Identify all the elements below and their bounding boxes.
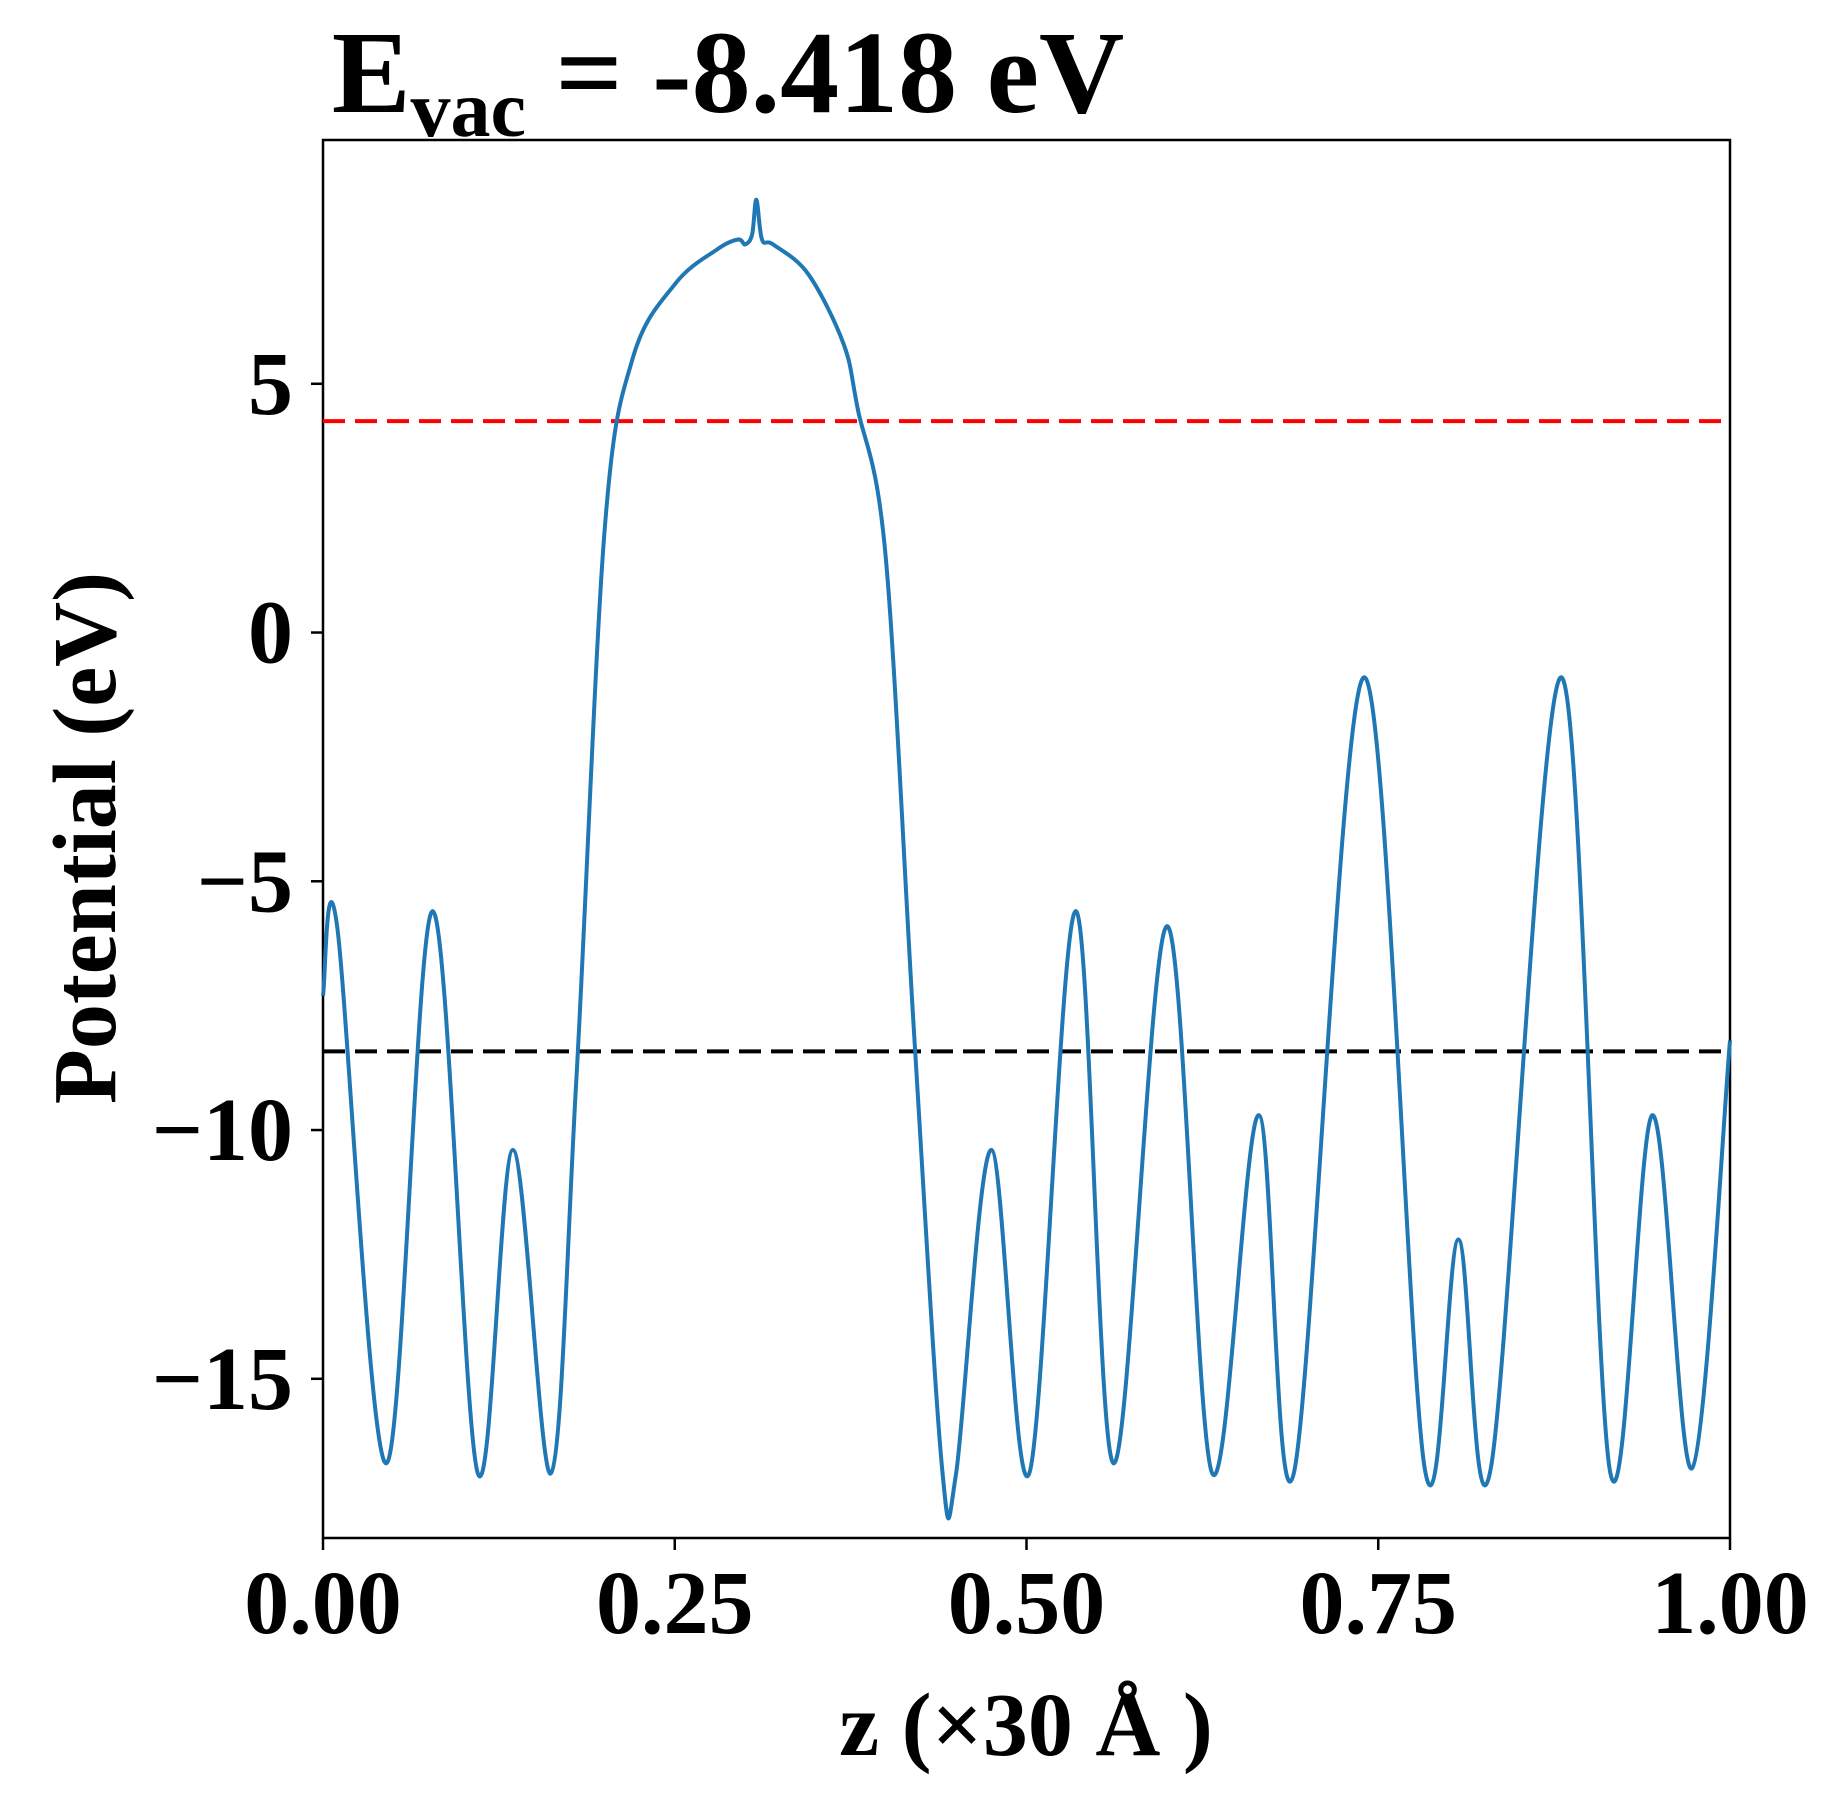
y-tick-label: −10 — [152, 1081, 293, 1180]
y-tick-label: −15 — [152, 1330, 293, 1429]
x-tick-label: 0.25 — [596, 1554, 754, 1653]
y-axis-label: Potential (eV) — [36, 572, 135, 1104]
y-tick-label: 0 — [248, 584, 293, 683]
x-axis-ticks: 0.00 0.25 0.50 0.75 1.00 — [244, 1538, 1809, 1653]
x-tick-label: 0.75 — [1300, 1554, 1458, 1653]
title-rest: = -8.418 eV — [526, 7, 1124, 138]
title-main: E — [332, 7, 411, 138]
chart-title: Evac = -8.418 eV — [332, 7, 1124, 154]
x-axis-label: z (×30 Å ) — [839, 1676, 1213, 1775]
y-axis-ticks: 5 0 −5 −10 −15 — [152, 335, 323, 1429]
x-tick-label: 0.00 — [244, 1554, 402, 1653]
potential-series-line — [321, 197, 1732, 1521]
y-tick-label: −5 — [197, 832, 293, 931]
x-tick-label: 1.00 — [1651, 1554, 1809, 1653]
x-tick-label: 0.50 — [948, 1554, 1106, 1653]
y-tick-label: 5 — [248, 335, 293, 434]
